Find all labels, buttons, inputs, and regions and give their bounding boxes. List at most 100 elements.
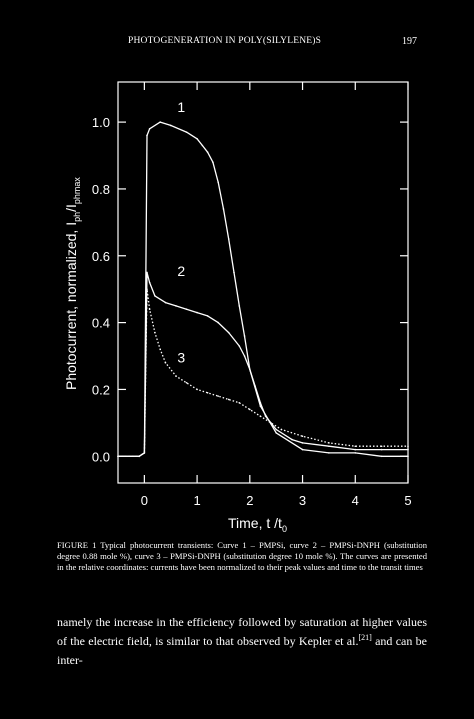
x-tick-label: 4 xyxy=(352,493,359,508)
series-3-point xyxy=(175,375,177,377)
series-2-point xyxy=(407,448,409,451)
curve-label-2: 2 xyxy=(177,263,185,279)
x-axis-label: Time, t /t0 xyxy=(228,515,287,534)
x-axis-label-sub: 0 xyxy=(282,524,287,534)
plot-frame xyxy=(117,81,409,484)
series-2-point xyxy=(146,271,148,274)
y-tick-label: 0.8 xyxy=(92,182,110,197)
series-2-point xyxy=(291,438,293,441)
series-1-point xyxy=(243,335,246,337)
series-1-point xyxy=(148,127,151,130)
body-text-before: namely the increase in the efficiency fo… xyxy=(57,615,427,648)
series-2-point xyxy=(380,448,383,451)
series-3-point xyxy=(354,445,357,448)
y-axis-label-sub2: phmax xyxy=(72,177,82,205)
axis-ticks: 0 1 2 3 4 5 0.0 0.2 0.4 0.6 0.8 1.0 xyxy=(92,82,412,508)
series-3-point xyxy=(259,415,262,417)
series-1-point xyxy=(354,452,357,454)
y-tick-label: 0.6 xyxy=(92,249,110,264)
series-3-point xyxy=(280,428,283,431)
series-2-point xyxy=(254,385,256,387)
series-1-point xyxy=(407,455,409,458)
series-1-point xyxy=(169,124,172,127)
series-1-point xyxy=(380,455,383,458)
series-3-point xyxy=(143,452,146,454)
data-series xyxy=(117,121,409,458)
y-tick-label: 1.0 xyxy=(92,115,110,130)
series-1-point xyxy=(206,151,209,153)
series-3-point xyxy=(148,308,151,311)
series-3-point xyxy=(270,422,272,424)
series-1-point xyxy=(217,181,219,184)
series-3-point xyxy=(328,442,330,444)
series-3-point xyxy=(301,435,304,438)
series-2-point xyxy=(249,368,251,371)
series-1-point xyxy=(201,144,204,147)
series-2-point xyxy=(185,308,188,311)
series-3-point xyxy=(380,445,383,448)
series-3-point xyxy=(249,408,251,411)
series-2-point xyxy=(275,428,277,431)
series-3-point xyxy=(185,381,188,384)
body-text-after: and can be inter- xyxy=(57,634,427,667)
series-3-point xyxy=(164,361,167,364)
series-1-point xyxy=(159,121,161,123)
running-header: PHOTOGENERATION IN POLY(SILYLENE)S 197 xyxy=(0,36,474,52)
body-paragraph: namely the increase in the efficiency fo… xyxy=(57,613,427,670)
x-tick-label: 3 xyxy=(299,493,306,508)
curve-label-3: 3 xyxy=(177,350,185,366)
series-1-point xyxy=(222,208,225,210)
series-3-point xyxy=(196,388,198,391)
series-1-point xyxy=(259,405,262,407)
series-2-point xyxy=(264,415,267,417)
x-tick-label: 5 xyxy=(404,493,411,508)
y-tick-label: 0.4 xyxy=(92,316,110,331)
series-1-point xyxy=(275,432,277,434)
running-title: PHOTOGENERATION IN POLY(SILYLENE)S xyxy=(128,36,322,46)
series-2-point xyxy=(328,445,330,448)
series-1-point xyxy=(196,138,198,140)
series-2-point xyxy=(301,442,304,444)
series-2-point xyxy=(175,305,177,307)
series-1-point xyxy=(301,448,304,451)
series-2-point xyxy=(243,355,246,357)
page-number: 197 xyxy=(402,36,417,47)
series-3-point xyxy=(159,348,161,351)
series-3-point xyxy=(154,331,156,334)
y-tick-label: 0.2 xyxy=(92,382,110,397)
series-2-point xyxy=(238,345,241,347)
x-tick-label: 1 xyxy=(193,493,200,508)
series-3-point xyxy=(206,391,209,394)
series-3-point xyxy=(146,288,148,290)
series-2-point xyxy=(259,402,262,404)
series-2-point xyxy=(227,331,230,334)
curve-labels: 1 2 3 xyxy=(177,99,185,366)
series-3-point xyxy=(227,398,230,401)
x-axis-label-main: Time, t /t xyxy=(228,515,282,531)
citation-reference: [21] xyxy=(358,633,372,642)
photocurrent-chart: 0 1 2 3 4 5 0.0 0.2 0.4 0.6 0.8 1.0 1 2 3 Time, t /t0… xyxy=(63,81,412,534)
y-axis-label-sub1: ph xyxy=(72,212,82,222)
series-1-line xyxy=(118,121,408,457)
series-2-point xyxy=(154,295,156,297)
series-1-point xyxy=(238,305,241,307)
series-1-point xyxy=(185,131,188,133)
series-1-point xyxy=(212,161,214,163)
series-1-point xyxy=(146,134,148,137)
y-axis-label-mid: /I xyxy=(63,204,79,212)
series-1-point xyxy=(227,238,230,240)
series-3-point xyxy=(138,455,140,458)
x-tick-label: 2 xyxy=(246,493,253,508)
y-tick-label: 0.0 xyxy=(92,449,110,464)
figure-caption: FIGURE 1 Typical photocurrent transients… xyxy=(57,540,427,572)
series-3-point xyxy=(217,395,219,397)
series-2-point xyxy=(206,315,209,317)
series-1-point xyxy=(328,452,330,454)
curve-label-1: 1 xyxy=(177,99,185,115)
series-2-point xyxy=(164,301,167,304)
series-2-point xyxy=(354,448,357,451)
series-3-point xyxy=(407,445,409,448)
series-3-point xyxy=(117,455,119,458)
series-3-point xyxy=(238,402,241,404)
series-2-point xyxy=(148,281,151,284)
